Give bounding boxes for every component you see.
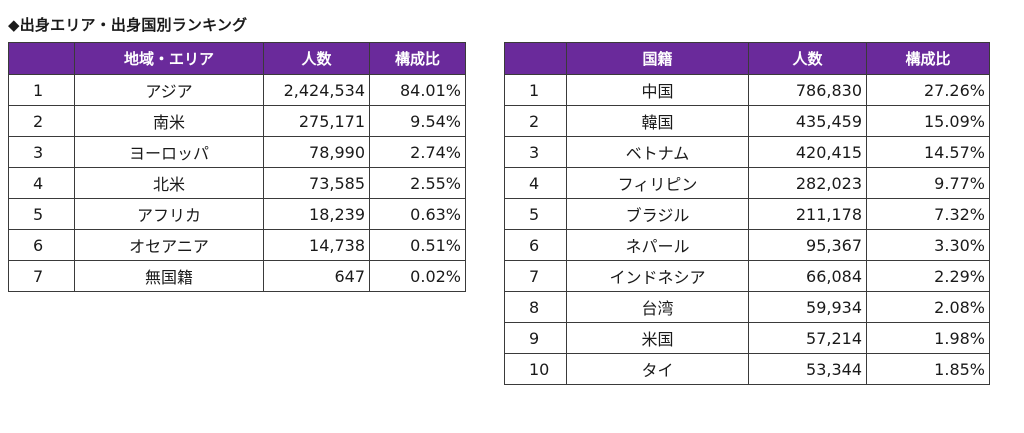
ratio-cell: 27.26% — [866, 74, 990, 106]
count-cell: 57,214 — [748, 322, 867, 354]
area-name-cell: 無国籍 — [74, 260, 264, 292]
ratio-cell: 0.51% — [369, 229, 466, 261]
country-name-cell: フィリピン — [566, 167, 749, 199]
rank-cell: 3 — [504, 136, 567, 168]
table-row: 4 北米 73,585 2.55% — [8, 167, 466, 199]
count-cell: 78,990 — [263, 136, 370, 168]
page-title: ◆出身エリア・出身国別ランキング — [8, 16, 248, 34]
country-name-cell: 台湾 — [566, 291, 749, 323]
ratio-cell: 2.55% — [369, 167, 466, 199]
table-header-row: 地域・エリア 人数 構成比 — [8, 42, 466, 75]
rank-cell: 2 — [8, 105, 75, 137]
count-cell: 14,738 — [263, 229, 370, 261]
table-row: 6 ネパール 95,367 3.30% — [504, 229, 990, 261]
count-cell: 18,239 — [263, 198, 370, 230]
rank-cell: 9 — [504, 322, 567, 354]
country-name-cell: ベトナム — [566, 136, 749, 168]
country-ranking-table: 国籍 人数 構成比 1 中国 786,830 27.26% 2 韓国 435,4… — [504, 42, 990, 385]
table-header-row: 国籍 人数 構成比 — [504, 42, 990, 75]
table-row: 4 フィリピン 282,023 9.77% — [504, 167, 990, 199]
table-row: 5 アフリカ 18,239 0.63% — [8, 198, 466, 230]
country-name-cell: ネパール — [566, 229, 749, 261]
header-count: 人数 — [263, 42, 370, 75]
area-name-cell: 南米 — [74, 105, 264, 137]
ratio-cell: 9.77% — [866, 167, 990, 199]
rank-cell: 7 — [8, 260, 75, 292]
count-cell: 275,171 — [263, 105, 370, 137]
table-row: 6 オセアニア 14,738 0.51% — [8, 229, 466, 261]
count-cell: 95,367 — [748, 229, 867, 261]
country-name-cell: 中国 — [566, 74, 749, 106]
header-area: 地域・エリア — [74, 42, 264, 75]
rank-cell: 8 — [504, 291, 567, 323]
header-rank — [8, 42, 75, 75]
rank-cell: 4 — [504, 167, 567, 199]
rank-cell: 6 — [8, 229, 75, 261]
ratio-cell: 2.74% — [369, 136, 466, 168]
area-name-cell: アフリカ — [74, 198, 264, 230]
header-nationality: 国籍 — [566, 42, 749, 75]
ratio-cell: 14.57% — [866, 136, 990, 168]
table-row: 1 中国 786,830 27.26% — [504, 74, 990, 106]
area-name-cell: オセアニア — [74, 229, 264, 261]
ratio-cell: 0.63% — [369, 198, 466, 230]
count-cell: 647 — [263, 260, 370, 292]
table-row: 3 ベトナム 420,415 14.57% — [504, 136, 990, 168]
rank-cell: 2 — [504, 105, 567, 137]
rank-cell: 1 — [8, 74, 75, 106]
area-ranking-table: 地域・エリア 人数 構成比 1 アジア 2,424,534 84.01% 2 南… — [8, 42, 466, 292]
count-cell: 59,934 — [748, 291, 867, 323]
area-name-cell: アジア — [74, 74, 264, 106]
count-cell: 211,178 — [748, 198, 867, 230]
table-row: 1 アジア 2,424,534 84.01% — [8, 74, 466, 106]
table-row: 2 韓国 435,459 15.09% — [504, 105, 990, 137]
count-cell: 53,344 — [748, 353, 867, 385]
ratio-cell: 84.01% — [369, 74, 466, 106]
ratio-cell: 9.54% — [369, 105, 466, 137]
table-row: 7 無国籍 647 0.02% — [8, 260, 466, 292]
rank-cell: 4 — [8, 167, 75, 199]
country-name-cell: ブラジル — [566, 198, 749, 230]
area-name-cell: 北米 — [74, 167, 264, 199]
ratio-cell: 2.08% — [866, 291, 990, 323]
table-row: 7 インドネシア 66,084 2.29% — [504, 260, 990, 292]
rank-cell: 5 — [8, 198, 75, 230]
header-ratio: 構成比 — [866, 42, 990, 75]
count-cell: 420,415 — [748, 136, 867, 168]
table-row: 9 米国 57,214 1.98% — [504, 322, 990, 354]
table-row: 8 台湾 59,934 2.08% — [504, 291, 990, 323]
country-name-cell: 米国 — [566, 322, 749, 354]
ratio-cell: 3.30% — [866, 229, 990, 261]
rank-cell: 6 — [504, 229, 567, 261]
ratio-cell: 2.29% — [866, 260, 990, 292]
header-rank — [504, 42, 567, 75]
rank-cell: 1 — [504, 74, 567, 106]
count-cell: 786,830 — [748, 74, 867, 106]
count-cell: 2,424,534 — [263, 74, 370, 106]
ratio-cell: 1.85% — [866, 353, 990, 385]
count-cell: 282,023 — [748, 167, 867, 199]
count-cell: 435,459 — [748, 105, 867, 137]
ratio-cell: 15.09% — [866, 105, 990, 137]
ratio-cell: 7.32% — [866, 198, 990, 230]
country-name-cell: 韓国 — [566, 105, 749, 137]
rank-cell: 7 — [504, 260, 567, 292]
count-cell: 66,084 — [748, 260, 867, 292]
rank-cell: 3 — [8, 136, 75, 168]
header-ratio: 構成比 — [369, 42, 466, 75]
ratio-cell: 1.98% — [866, 322, 990, 354]
country-name-cell: インドネシア — [566, 260, 749, 292]
country-name-cell: タイ — [566, 353, 749, 385]
rank-cell: 5 — [504, 198, 567, 230]
table-row: 3 ヨーロッパ 78,990 2.74% — [8, 136, 466, 168]
count-cell: 73,585 — [263, 167, 370, 199]
table-row: 2 南米 275,171 9.54% — [8, 105, 466, 137]
table-row: 5 ブラジル 211,178 7.32% — [504, 198, 990, 230]
ratio-cell: 0.02% — [369, 260, 466, 292]
table-row: 10 タイ 53,344 1.85% — [504, 353, 990, 385]
header-count: 人数 — [748, 42, 867, 75]
area-name-cell: ヨーロッパ — [74, 136, 264, 168]
rank-cell: 10 — [504, 353, 567, 385]
